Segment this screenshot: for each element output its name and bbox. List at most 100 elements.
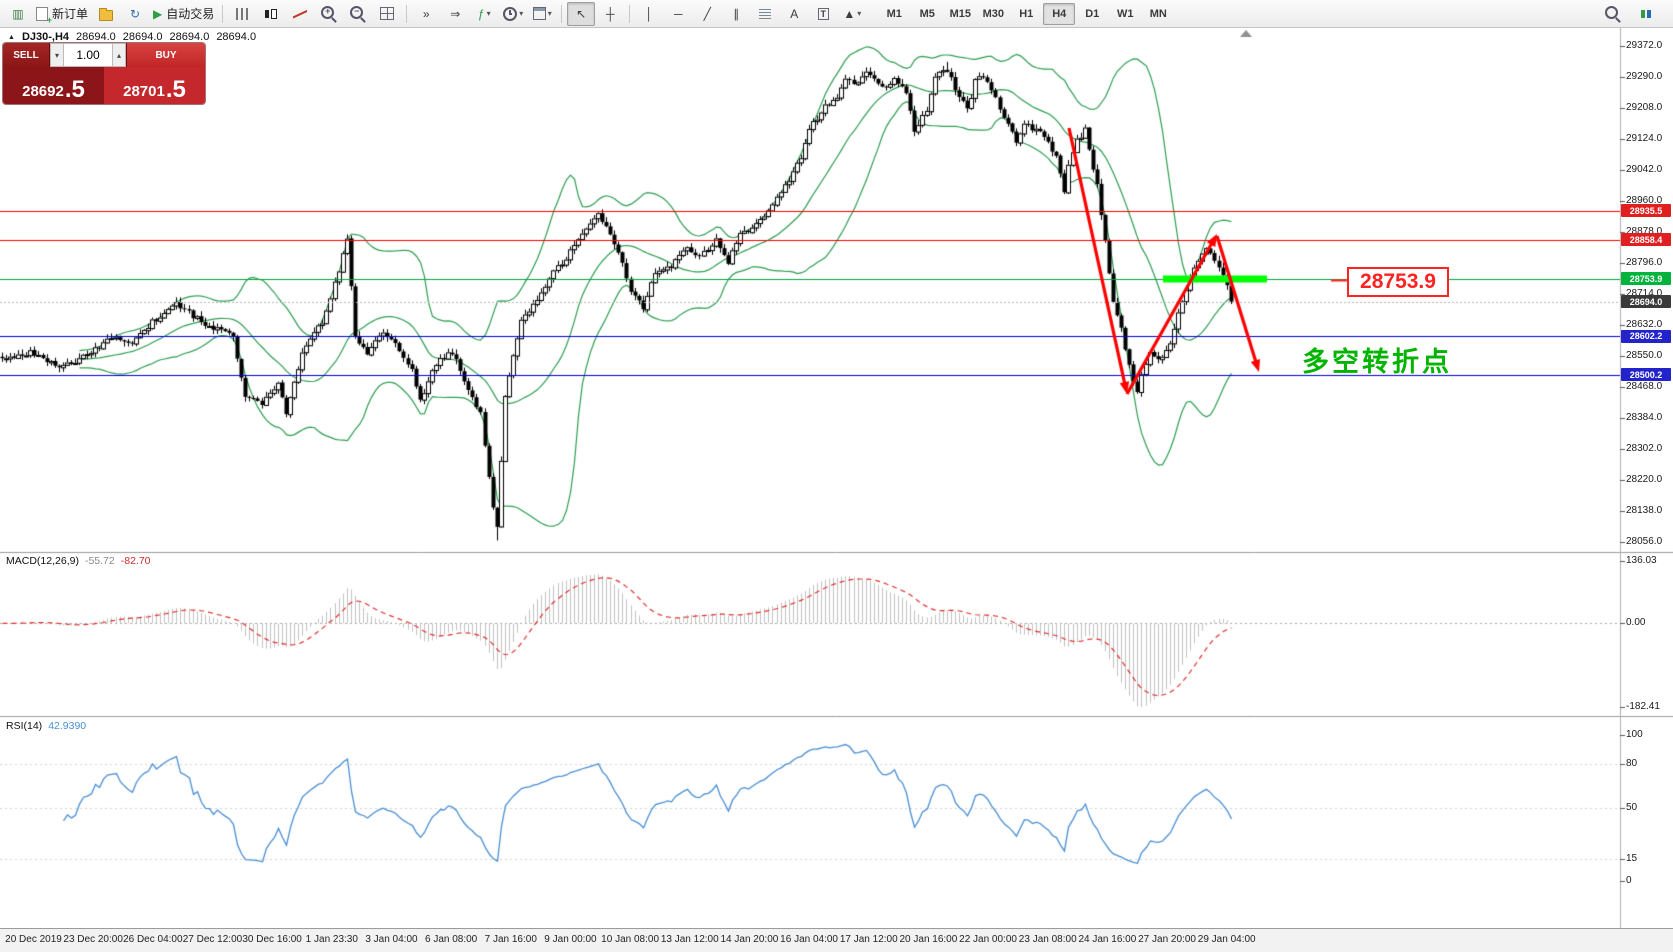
macd-indicator-label: MACD(12,26,9) -55.72 -82.70 bbox=[6, 555, 151, 567]
price-tag: 28602.2 bbox=[1621, 329, 1671, 343]
vertical-line-icon[interactable]: │ bbox=[635, 2, 663, 26]
rsi-axis-label: 0 bbox=[1626, 875, 1632, 886]
turning-point-note[interactable]: 多空转折点 bbox=[1302, 347, 1452, 377]
buy-price-main: 28701 bbox=[123, 82, 165, 100]
templates-icon bbox=[532, 7, 546, 20]
connection-status-icon[interactable] bbox=[1633, 2, 1661, 26]
arrows-tool-icon[interactable]: ▲ ▾ bbox=[838, 2, 866, 26]
text-label-icon[interactable]: T bbox=[809, 2, 837, 26]
arrows-tool-icon: ▲ bbox=[843, 6, 856, 21]
macd-signal-value: -82.70 bbox=[120, 555, 151, 567]
toolbar-left-group: ▥新订单↻▶自动交易+−»⇒ƒ▾▾▾↖┼│─╱∥AT▲▾ bbox=[4, 1, 866, 26]
toolbar-separator bbox=[406, 4, 408, 23]
volume-input[interactable] bbox=[64, 43, 112, 67]
price-axis-label: 28878.0 bbox=[1626, 226, 1663, 238]
new-order-button[interactable]: 新订单 bbox=[33, 2, 91, 26]
rsi-title: RSI(14) bbox=[6, 720, 43, 732]
candlestick-chart-type-icon[interactable] bbox=[257, 2, 285, 26]
time-axis-label: 16 Jan 04:00 bbox=[780, 934, 838, 945]
macd-axis-label: -182.41 bbox=[1626, 701, 1660, 712]
time-axis-label: 20 Dec 2019 bbox=[5, 934, 62, 945]
templates-icon[interactable]: ▾ bbox=[528, 2, 556, 26]
timeframe-toolbar: M1 M5 M15 M30 H1 H4 D1 W1 MN bbox=[878, 2, 1174, 25]
candlestick-chart-type-icon bbox=[264, 8, 278, 20]
trendline-icon[interactable]: ╱ bbox=[693, 2, 721, 26]
macd-axis-label: 0.00 bbox=[1626, 617, 1646, 629]
sell-button[interactable]: SELL bbox=[3, 43, 50, 67]
rsi-axis-label: 100 bbox=[1626, 729, 1643, 740]
crosshair-icon[interactable]: ┼ bbox=[596, 2, 624, 26]
time-axis-label: 24 Jan 16:00 bbox=[1078, 934, 1137, 945]
buy-price-pips: .5 bbox=[165, 75, 186, 103]
time-axis-label: 27 Dec 12:00 bbox=[182, 934, 243, 945]
new-order-button-label: 新订单 bbox=[52, 7, 89, 21]
price-tag: 28694.0 bbox=[1621, 295, 1671, 309]
timeframe-W1[interactable]: W1 bbox=[1117, 7, 1134, 20]
buy-price[interactable]: 28701 .5 bbox=[104, 67, 205, 104]
horizontal-line-icon[interactable]: ─ bbox=[664, 2, 692, 26]
volume-increase-button[interactable]: ▴ bbox=[112, 43, 126, 67]
ohlc-readout: ▲ DJ30-,H4 28694.0 28694.0 28694.0 28694… bbox=[8, 31, 256, 43]
profiles-icon bbox=[99, 7, 114, 21]
sell-price-main: 28692 bbox=[22, 82, 64, 100]
time-axis: 20 Dec 2019 23 Dec 20:00 26 Dec 04:00 27 De… bbox=[0, 928, 1673, 952]
tile-windows-icon[interactable] bbox=[373, 2, 401, 26]
fibonacci-icon[interactable] bbox=[751, 2, 779, 26]
line-chart-type-icon[interactable] bbox=[286, 2, 314, 26]
dropdown-caret-icon: ▾ bbox=[486, 9, 491, 18]
terminal-chart-icon[interactable]: ▥ bbox=[4, 2, 32, 26]
search-icon[interactable] bbox=[1599, 2, 1627, 26]
zoom-sign: + bbox=[325, 5, 331, 16]
timeframe-M5[interactable]: M5 bbox=[919, 7, 935, 20]
auto-scroll-icon: » bbox=[422, 6, 430, 21]
equidistant-channel-icon[interactable]: ∥ bbox=[722, 2, 750, 26]
price-tag: 28500.2 bbox=[1621, 368, 1671, 382]
horizontal-line-icon: ─ bbox=[674, 6, 683, 21]
main-toolbar: ▥新订单↻▶自动交易+−»⇒ƒ▾▾▾↖┼│─╱∥AT▲▾ M1M5M15M30H… bbox=[0, 0, 1673, 28]
chart-shift-icon[interactable]: ⇒ bbox=[441, 2, 469, 26]
price-chart-canvas[interactable] bbox=[0, 28, 1673, 952]
symbol-marker-icon: ▲ bbox=[8, 33, 15, 41]
trade-panel-top-row: SELL ▾ ▴ BUY bbox=[3, 43, 205, 67]
bar-chart-type-icon[interactable] bbox=[228, 2, 256, 26]
auto-trading-button-icon: ▶ bbox=[153, 6, 163, 21]
profiles-icon[interactable] bbox=[92, 2, 120, 26]
equidistant-channel-icon: ∥ bbox=[733, 6, 740, 21]
price-callout[interactable]: 28753.9 bbox=[1347, 267, 1449, 297]
time-axis-label: 23 Jan 08:00 bbox=[1018, 934, 1077, 945]
price-tag: 28858.4 bbox=[1621, 233, 1671, 247]
zoom-in-icon[interactable]: + bbox=[315, 2, 343, 26]
timeframe-M15[interactable]: M15 bbox=[949, 7, 971, 20]
timeframe-H1[interactable]: H1 bbox=[1019, 7, 1034, 20]
rsi-axis-label: 80 bbox=[1626, 758, 1638, 770]
price-axis-label: 28632.0 bbox=[1626, 318, 1663, 330]
text-icon[interactable]: A bbox=[780, 2, 808, 26]
time-axis-label: 29 Jan 04:00 bbox=[1197, 934, 1256, 945]
indicators-icon[interactable]: ƒ ▾ bbox=[470, 2, 498, 26]
timeframe-D1[interactable]: D1 bbox=[1085, 7, 1100, 20]
auto-scroll-icon[interactable]: » bbox=[412, 2, 440, 26]
zoom-out-icon[interactable]: − bbox=[344, 2, 372, 26]
time-axis-label: 1 Jan 23:30 bbox=[305, 934, 358, 945]
timeframe-H4[interactable]: H4 bbox=[1043, 2, 1076, 25]
price-axis-label: 28468.0 bbox=[1626, 380, 1663, 392]
periods-icon[interactable]: ▾ bbox=[499, 2, 527, 26]
timeframe-MN[interactable]: MN bbox=[1149, 7, 1167, 20]
price-axis-label: 29124.0 bbox=[1626, 133, 1663, 145]
volume-decrease-button[interactable]: ▾ bbox=[50, 43, 64, 67]
buy-button[interactable]: BUY bbox=[126, 43, 205, 67]
rsi-indicator-label: RSI(14) 42.9390 bbox=[6, 720, 86, 732]
auto-trading-button[interactable]: ▶ 自动交易 bbox=[150, 2, 217, 26]
macd-main-value: -55.72 bbox=[84, 555, 115, 567]
periods-icon bbox=[503, 6, 518, 21]
time-axis-label: 10 Jan 08:00 bbox=[601, 934, 660, 945]
refresh-icon[interactable]: ↻ bbox=[121, 2, 149, 26]
timeframe-M1[interactable]: M1 bbox=[886, 7, 902, 20]
timeframe-M30[interactable]: M30 bbox=[982, 7, 1004, 20]
one-click-trading-panel: SELL ▾ ▴ BUY 28692 .5 28701 .5 bbox=[3, 43, 205, 104]
rsi-value: 42.9390 bbox=[48, 720, 87, 732]
rsi-axis-label: 15 bbox=[1626, 853, 1638, 865]
macd-title: MACD(12,26,9) bbox=[6, 555, 79, 567]
cursor-icon[interactable]: ↖ bbox=[567, 1, 596, 26]
sell-price[interactable]: 28692 .5 bbox=[3, 67, 104, 104]
